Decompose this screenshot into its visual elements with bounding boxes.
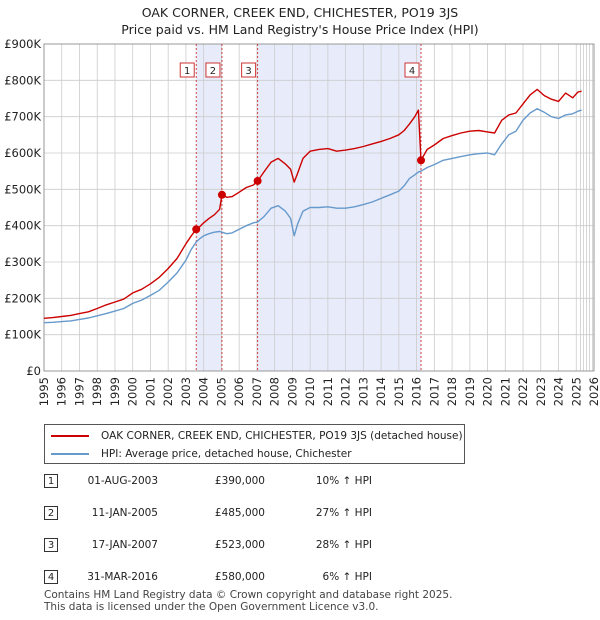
- sale-2-label-box: [205, 62, 221, 78]
- x-tick-label: 2003: [179, 377, 193, 406]
- footer: Contains HM Land Registry data © Crown c…: [44, 589, 452, 613]
- table-row: 3 17-JAN-2007 £523,000 28% ↑ HPI: [0, 536, 600, 556]
- sale-1-label-box: [179, 62, 195, 78]
- sale-hpi-change: 28% ↑ HPI: [315, 539, 372, 551]
- x-tick-label: 2008: [268, 377, 282, 406]
- sale-2-marker: [217, 190, 226, 199]
- sale-price: £523,000: [214, 539, 265, 551]
- x-tick-label: 2017: [427, 377, 441, 406]
- table-row: 4 31-MAR-2016 £580,000 6% ↑ HPI: [0, 568, 600, 588]
- sale-3-marker: [253, 176, 262, 185]
- table-row: 1 01-AUG-2003 £390,000 10% ↑ HPI: [0, 472, 600, 492]
- legend-swatch-hpi: [51, 453, 89, 455]
- sale-marker-label: 4: [44, 570, 58, 584]
- y-tick-label: £200K: [4, 291, 41, 305]
- table-row: 2 11-JAN-2005 £485,000 27% ↑ HPI: [0, 504, 600, 524]
- sale-price: £485,000: [214, 507, 265, 519]
- x-tick-label: 2019: [463, 377, 477, 406]
- sale-2-label: 2: [210, 66, 216, 77]
- x-tick-label: 2004: [197, 377, 211, 406]
- x-tick-label: 1998: [90, 377, 104, 406]
- x-tick-label: 2014: [374, 377, 388, 406]
- x-tick-label: 1999: [108, 377, 122, 406]
- x-tick-label: 2006: [232, 377, 246, 406]
- x-tick-label: 2026: [587, 377, 600, 406]
- legend-swatch-property: [51, 435, 89, 437]
- x-tick-label: 2016: [410, 377, 424, 406]
- sale-1-marker: [192, 225, 201, 234]
- x-tick-label: 2025: [569, 377, 583, 406]
- legend-item-property: OAK CORNER, CREEK END, CHICHESTER, PO19 …: [45, 427, 463, 445]
- y-tick-label: £600K: [4, 146, 41, 160]
- x-tick-label: 2009: [285, 377, 299, 406]
- y-tick-label: £800K: [4, 73, 41, 87]
- sale-1-label: 1: [184, 66, 190, 77]
- x-tick-label: 2023: [534, 377, 548, 406]
- x-tick-label: 2024: [552, 377, 566, 406]
- x-tick-label: 2002: [161, 377, 175, 406]
- x-tick-label: 2018: [445, 377, 459, 406]
- x-tick-label: 2005: [214, 377, 228, 406]
- hpi-line: [43, 108, 582, 324]
- chart-title-line-1: OAK CORNER, CREEK END, CHICHESTER, PO19 …: [142, 5, 459, 20]
- sale-4-label: 4: [409, 66, 415, 77]
- sale-marker-label: 3: [44, 538, 58, 552]
- legend-item-hpi: HPI: Average price, detached house, Chic…: [45, 445, 352, 463]
- x-tick-label: 1996: [55, 377, 69, 406]
- y-tick-label: £300K: [4, 255, 41, 269]
- sale-date: 01-AUG-2003: [87, 475, 158, 487]
- legend-label-hpi: HPI: Average price, detached house, Chic…: [101, 448, 352, 460]
- plot-frame: [43, 43, 595, 372]
- price-chart: OAK CORNER, CREEK END, CHICHESTER, PO19 …: [4, 5, 600, 406]
- x-tick-label: 1997: [72, 377, 86, 406]
- sale-marker-label: 2: [44, 506, 58, 520]
- sale-3-label-box: [241, 62, 257, 78]
- sale-hpi-change: 10% ↑ HPI: [315, 475, 372, 487]
- x-tick-label: 2010: [303, 377, 317, 406]
- chart-title-line-2: Price paid vs. HM Land Registry's House …: [121, 22, 478, 37]
- x-tick-label: 2022: [516, 377, 530, 406]
- x-tick-label: 2001: [143, 377, 157, 406]
- sale-date: 31-MAR-2016: [87, 571, 158, 583]
- y-tick-label: £900K: [4, 37, 41, 51]
- sale-date: 11-JAN-2005: [91, 507, 158, 519]
- sale-price: £390,000: [214, 475, 265, 487]
- y-tick-label: £100K: [4, 328, 41, 342]
- legend-label-property: OAK CORNER, CREEK END, CHICHESTER, PO19 …: [101, 430, 463, 442]
- sale-hpi-change: 6% ↑ HPI: [322, 571, 372, 583]
- sale-marker-label: 1: [44, 474, 58, 488]
- property-line: [43, 88, 582, 319]
- x-tick-label: 2021: [498, 377, 512, 406]
- footer-line-2: This data is licensed under the Open Gov…: [44, 601, 379, 613]
- x-tick-label: 2000: [126, 377, 140, 406]
- y-tick-label: £0: [26, 364, 41, 378]
- sale-3-label: 3: [245, 66, 251, 77]
- sale-hpi-change: 27% ↑ HPI: [315, 507, 372, 519]
- x-tick-label: 2012: [339, 377, 353, 406]
- x-tick-label: 1995: [37, 377, 51, 406]
- y-tick-label: £700K: [4, 110, 41, 124]
- sale-4-label-box: [404, 62, 420, 78]
- y-tick-label: £500K: [4, 182, 41, 196]
- x-tick-label: 2020: [481, 377, 495, 406]
- x-tick-label: 2007: [250, 377, 264, 406]
- footer-line-1: Contains HM Land Registry data © Crown c…: [44, 589, 453, 601]
- y-tick-label: £400K: [4, 219, 41, 233]
- shaded-period-1: [196, 44, 222, 371]
- sale-price: £580,000: [214, 571, 265, 583]
- x-tick-label: 2011: [321, 377, 335, 406]
- x-tick-label: 2015: [392, 377, 406, 406]
- x-tick-label: 2013: [356, 377, 370, 406]
- sale-date: 17-JAN-2007: [91, 539, 158, 551]
- legend: OAK CORNER, CREEK END, CHICHESTER, PO19 …: [44, 424, 465, 464]
- sale-4-marker: [417, 156, 426, 165]
